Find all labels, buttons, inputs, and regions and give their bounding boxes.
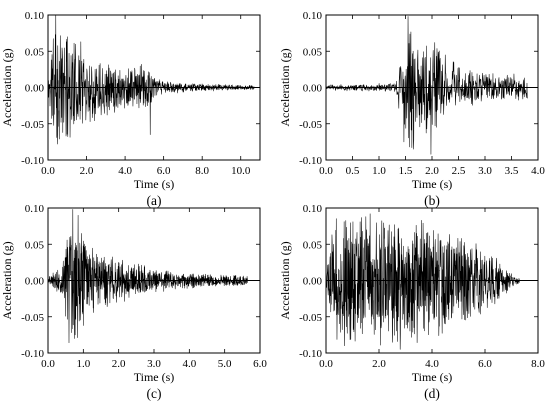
panel-c-trace-layer: [48, 209, 248, 344]
panel-c-y-tick-label: 0.10: [25, 203, 45, 215]
panel-a-caption: (a): [147, 193, 162, 208]
panel-c-x-tick-label: 0.0: [41, 358, 55, 370]
panel-b-series-line-1: [326, 16, 528, 155]
panel-c-x-tick-label: 6.0: [253, 358, 267, 370]
panel-d-y-tick-label: 0.10: [303, 203, 323, 215]
panel-b-x-tick-label: 4.0: [531, 165, 545, 177]
panel-a: 0.10 0.05 0.00 -0.05 -0.10 0.0 2.0 4.0 6.0 8.0 10…: [0, 10, 261, 208]
panel-a-trace-layer: [48, 15, 255, 145]
panel-d-x-axis-label: Time (s): [412, 370, 453, 384]
panel-b-x-tick-label: 1.0: [372, 165, 386, 177]
panel-b-y-tick-label: -0.05: [299, 119, 322, 131]
panel-b-y-axis-label: Acceleration (g): [278, 48, 292, 126]
panel-b: 0.10 0.05 0.00 -0.05 -0.10 0.0 0.5 1.0 1.5 2.0 2.…: [278, 10, 545, 208]
panel-c-series-line-1: [48, 209, 248, 344]
panel-a-y-axis-label: Acceleration (g): [0, 48, 14, 126]
panel-b-x-tick-label: 0.0: [319, 165, 333, 177]
panel-b-x-axis-label: Time (s): [412, 177, 453, 191]
panel-b-caption: (b): [424, 193, 440, 208]
panel-a-x-tick-label: 10.0: [231, 165, 251, 177]
panel-c: 0.10 0.05 0.00 -0.05 -0.10 0.0 1.0 2.0 3.0 4.0 5.…: [0, 203, 267, 401]
panel-d: 0.10 0.05 0.00 -0.05 -0.10 0.0 2.0 4.0 6.0 8.0 T…: [278, 203, 545, 401]
panel-d-y-ticks: 0.10 0.05 0.00 -0.05 -0.10: [299, 203, 538, 360]
panel-b-y-tick-label: 0.05: [303, 46, 323, 58]
panel-a-series-line-1: [48, 15, 255, 145]
panel-b-x-tick-label: 0.5: [346, 165, 360, 177]
panel-c-caption: (c): [147, 386, 162, 401]
panel-d-x-tick-label: 6.0: [478, 358, 492, 370]
panel-a-x-axis-label: Time (s): [134, 177, 175, 191]
panel-c-x-tick-label: 5.0: [218, 358, 232, 370]
panel-b-y-tick-label: 0.00: [303, 83, 323, 95]
panel-d-x-tick-label: 4.0: [425, 358, 439, 370]
panel-b-y-ticks: 0.10 0.05 0.00 -0.05 -0.10: [299, 10, 538, 167]
panel-a-y-tick-label: 0.00: [25, 83, 45, 95]
panel-b-trace-layer: [326, 16, 528, 155]
panel-c-x-tick-label: 2.0: [112, 358, 126, 370]
panel-a-y-tick-label: -0.05: [21, 119, 44, 131]
panel-d-y-axis-label: Acceleration (g): [278, 241, 292, 319]
panel-c-y-ticks: 0.10 0.05 0.00 -0.05 -0.10: [21, 203, 260, 360]
panel-b-y-tick-label: -0.10: [299, 155, 322, 167]
panel-a-x-ticks: 0.0 2.0 4.0 6.0 8.0 10.0: [41, 15, 251, 177]
panel-a-y-tick-label: 0.05: [25, 46, 45, 58]
panel-c-x-ticks: 0.0 1.0 2.0 3.0 4.0 5.0 6.0: [41, 208, 267, 370]
panel-d-caption: (d): [424, 386, 440, 401]
panel-b-x-tick-label: 2.5: [452, 165, 466, 177]
panel-b-y-tick-label: 0.10: [303, 10, 323, 22]
panel-a-y-tick-label: -0.10: [21, 155, 44, 167]
panel-d-x-tick-label: 2.0: [372, 358, 386, 370]
panel-d-trace-layer: [326, 213, 520, 350]
panel-c-x-tick-label: 3.0: [147, 358, 161, 370]
panel-d-y-tick-label: 0.00: [303, 276, 323, 288]
panel-b-x-tick-label: 2.0: [425, 165, 439, 177]
panel-c-y-tick-label: 0.00: [25, 276, 45, 288]
panel-c-y-axis-label: Acceleration (g): [0, 241, 14, 319]
panel-c-y-tick-label: 0.05: [25, 239, 45, 251]
panel-a-x-tick-label: 4.0: [118, 165, 132, 177]
panel-d-series-line-1: [326, 213, 520, 350]
panel-d-y-tick-label: 0.05: [303, 239, 323, 251]
panel-a-x-tick-label: 2.0: [80, 165, 94, 177]
panel-a-x-tick-label: 6.0: [157, 165, 171, 177]
panel-d-y-tick-label: -0.05: [299, 312, 322, 324]
panel-d-x-ticks: 0.0 2.0 4.0 6.0 8.0: [319, 208, 545, 370]
panel-c-x-tick-label: 1.0: [76, 358, 90, 370]
panel-a-x-tick-label: 8.0: [195, 165, 209, 177]
panel-d-y-tick-label: -0.10: [299, 348, 322, 360]
panel-d-x-tick-label: 8.0: [531, 358, 545, 370]
panel-c-x-tick-label: 4.0: [182, 358, 196, 370]
panel-b-x-tick-label: 3.5: [505, 165, 519, 177]
panel-a-y-tick-label: 0.10: [25, 10, 45, 22]
panel-b-x-ticks: 0.0 0.5 1.0 1.5 2.0 2.5 3.0 3.5 4.0: [319, 15, 545, 177]
panel-d-x-tick-label: 0.0: [319, 358, 333, 370]
panel-b-x-tick-label: 1.5: [399, 165, 413, 177]
panel-c-x-axis-label: Time (s): [134, 370, 175, 384]
panel-c-y-tick-label: -0.05: [21, 312, 44, 324]
panel-a-x-tick-label: 0.0: [41, 165, 55, 177]
panel-c-y-tick-label: -0.10: [21, 348, 44, 360]
panel-a-y-ticks: 0.10 0.05 0.00 -0.05 -0.10: [21, 10, 260, 167]
panel-b-x-tick-label: 3.0: [478, 165, 492, 177]
